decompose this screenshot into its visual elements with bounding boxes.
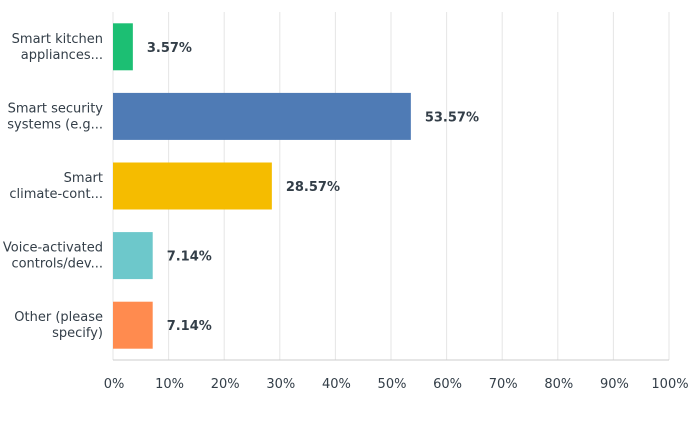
bar-0 xyxy=(113,23,133,71)
category-label: Smart climate-cont... xyxy=(9,171,103,202)
category-label: Smart kitchen appliances... xyxy=(12,32,103,63)
x-tick-label: 100% xyxy=(651,377,688,392)
category-label-line: systems (e.g... xyxy=(7,117,103,132)
category-label-line: Smart xyxy=(64,171,103,186)
x-tick-label: 80% xyxy=(544,377,573,392)
data-label: 7.14% xyxy=(167,319,212,334)
category-label: Smart security systems (e.g... xyxy=(7,101,103,132)
x-tick-label: 40% xyxy=(322,377,351,392)
x-tick-label: 20% xyxy=(211,377,240,392)
x-axis: 0% 10% 20% 30% 40% 50% 60% 70% 80% 90% 100% xyxy=(104,359,689,392)
category-labels: Smart kitchen appliances... Smart security… xyxy=(3,32,103,341)
x-tick-label: 50% xyxy=(378,377,407,392)
category-label: Voice-activated controls/dev... xyxy=(3,241,103,272)
category-label-line: controls/dev... xyxy=(11,257,103,272)
category-label-line: Smart kitchen xyxy=(12,32,103,47)
x-tick-label: 30% xyxy=(266,377,295,392)
category-label-line: specify) xyxy=(52,326,103,341)
x-tick-label: 0% xyxy=(104,377,125,392)
category-label-line: Other (please xyxy=(14,310,103,325)
x-tick-label: 70% xyxy=(489,377,518,392)
x-tick-label: 60% xyxy=(433,377,462,392)
category-label-line: Smart security xyxy=(8,101,104,116)
bars xyxy=(113,23,411,349)
data-label: 3.57% xyxy=(147,41,192,56)
bar-2 xyxy=(113,162,272,210)
data-label: 7.14% xyxy=(167,250,212,265)
category-label: Other (please specify) xyxy=(14,310,103,341)
category-label-line: appliances... xyxy=(21,48,103,63)
category-label-line: climate-cont... xyxy=(9,187,103,202)
x-tick-label: 90% xyxy=(600,377,629,392)
bar-4 xyxy=(113,301,153,349)
value-labels: 3.57% 53.57% 28.57% 7.14% 7.14% xyxy=(147,41,479,334)
x-tick-label: 10% xyxy=(155,377,184,392)
grid xyxy=(112,12,670,360)
data-label: 53.57% xyxy=(425,110,479,125)
bar-3 xyxy=(113,232,153,280)
bar-1 xyxy=(113,92,411,140)
category-label-line: Voice-activated xyxy=(3,241,103,256)
data-label: 28.57% xyxy=(286,180,340,195)
